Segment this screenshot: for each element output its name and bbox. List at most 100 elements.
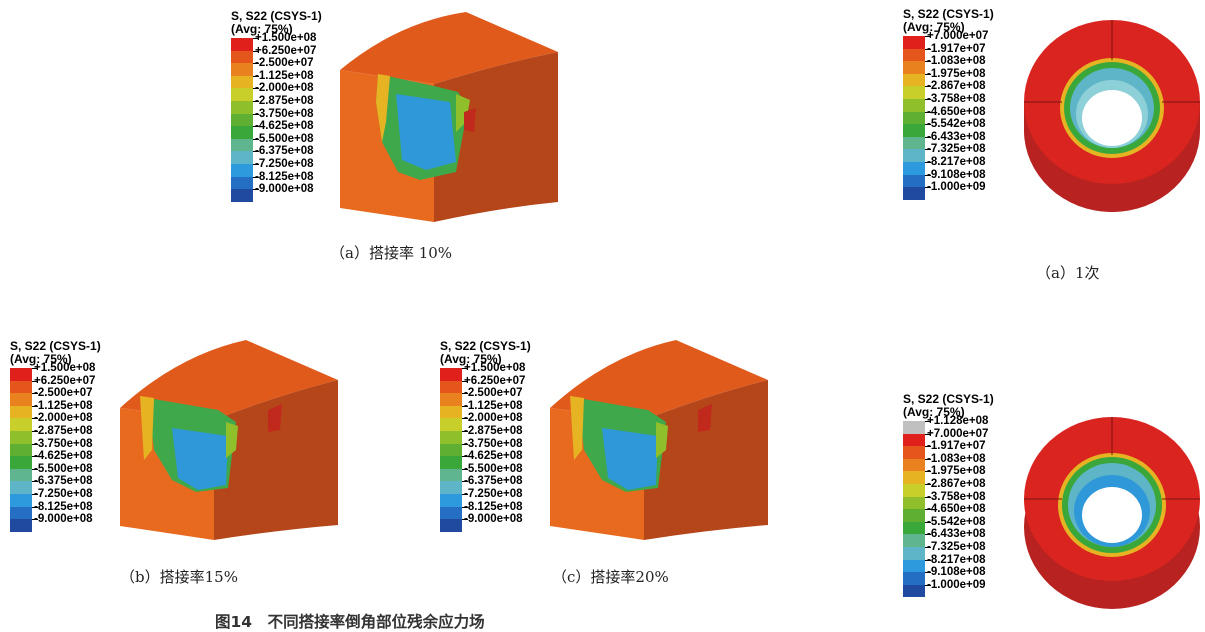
legend-tick xyxy=(32,519,38,521)
legend-row: -2.500e+07 xyxy=(10,387,101,406)
legend-swatch xyxy=(440,430,462,444)
legend-row: -6.375e+08 xyxy=(440,475,531,494)
legend-tick xyxy=(925,509,931,511)
figure-title: 图14 不同搭接率倒角部位残余应力场 xyxy=(215,613,485,631)
legend-swatch xyxy=(903,124,925,137)
legend-value: -2.000e+08 xyxy=(34,412,93,425)
legend-tick xyxy=(925,86,931,88)
legend-row: -5.500e+08 xyxy=(10,463,101,482)
legend-swatch xyxy=(231,163,253,177)
legend-row: -4.650e+08 xyxy=(903,503,994,522)
legend-value: -1.125e+08 xyxy=(464,399,523,412)
legend-swatch xyxy=(231,113,253,127)
legend-swatch xyxy=(903,73,925,87)
legend-swatch xyxy=(903,161,925,175)
legend-row: -3.750e+08 xyxy=(10,438,101,457)
legend-row: -6.375e+08 xyxy=(231,145,322,164)
legend-swatch xyxy=(440,393,462,406)
legend-swatch xyxy=(231,126,253,139)
legend-tick xyxy=(462,393,468,395)
legend-tick xyxy=(32,393,38,395)
legend-value: -7.325e+08 xyxy=(927,540,986,553)
legend-row: -7.250e+08 xyxy=(231,158,322,177)
legend-swatch xyxy=(231,151,253,164)
legend-row: -9.108e+08 xyxy=(903,566,994,585)
legend-rows: +1.500e+08 +6.250e+07 -2.500e+07 -1.125e+08… xyxy=(10,362,101,532)
legend-value: -9.000e+08 xyxy=(255,183,314,196)
legend-swatch xyxy=(903,546,925,560)
legend-value: -5.500e+08 xyxy=(464,462,523,475)
legend-row: -9.000e+08 xyxy=(10,513,101,532)
legend-tick xyxy=(925,446,931,448)
legend-swatch xyxy=(231,176,253,190)
legend-value: -4.650e+08 xyxy=(927,105,986,118)
legend-value: -1.917e+07 xyxy=(927,42,986,55)
legend-value: -7.250e+08 xyxy=(255,157,314,170)
legend-value: -1.975e+08 xyxy=(927,67,986,80)
sector-model-c xyxy=(550,340,768,540)
legend-row: -5.542e+08 xyxy=(903,118,994,137)
legend-tick xyxy=(253,163,259,165)
legend-swatch xyxy=(440,418,462,431)
legend-row: -7.250e+08 xyxy=(440,488,531,507)
legend-swatch xyxy=(903,36,925,49)
legend-swatch xyxy=(903,421,925,434)
legend-title: S, S22 (CSYS-1) xyxy=(231,9,322,23)
legend-value: -2.500e+07 xyxy=(464,387,523,400)
legend-swatch xyxy=(903,521,925,535)
legend-swatch xyxy=(10,443,32,457)
legend-tick xyxy=(32,481,38,483)
legend-value: -1.975e+08 xyxy=(927,465,986,478)
legend-tick xyxy=(925,458,931,460)
legend-tick xyxy=(32,493,38,495)
legend-value: +7.000e+07 xyxy=(927,30,989,42)
legend-tick xyxy=(925,36,931,37)
legend-tick xyxy=(462,519,468,521)
legend-row: +1.128e+08 xyxy=(903,415,994,434)
legend-value: +1.500e+08 xyxy=(255,32,317,44)
legend-value: +6.250e+07 xyxy=(255,44,317,57)
legend-value: -5.500e+08 xyxy=(34,462,93,475)
legend-tick xyxy=(32,506,38,508)
legend-value: -7.250e+08 xyxy=(34,487,93,500)
legend-tick xyxy=(32,380,38,382)
legend-row: -7.325e+08 xyxy=(903,541,994,560)
legend-tick xyxy=(925,483,931,485)
legend-tick xyxy=(253,138,259,140)
legend-value: -2.875e+08 xyxy=(464,424,523,437)
legend-value: -3.750e+08 xyxy=(34,437,93,450)
legend-tick xyxy=(462,368,468,369)
legend-tick xyxy=(925,48,931,50)
legend-row: -1.917e+07 xyxy=(903,440,994,459)
legend-tick xyxy=(462,405,468,407)
legend-row: -1.125e+08 xyxy=(231,70,322,89)
legend-value: -3.758e+08 xyxy=(927,92,986,105)
legend-tick xyxy=(925,534,931,536)
legend-rows: +1.500e+08 +6.250e+07 -2.500e+07 -1.125e+08… xyxy=(440,362,531,532)
legend-swatch xyxy=(903,174,925,188)
caption-b: （b）搭接率15% xyxy=(120,568,238,586)
legend-value: -9.000e+08 xyxy=(464,513,523,526)
legend-title: S, S22 (CSYS-1) xyxy=(440,339,531,353)
legend-swatch xyxy=(440,456,462,469)
legend-value: -5.542e+08 xyxy=(927,515,986,528)
legend-tick xyxy=(462,443,468,445)
legend-row: -9.108e+08 xyxy=(903,169,994,188)
legend-swatch xyxy=(440,481,462,494)
legend-row: -1.000e+09 xyxy=(903,181,994,200)
legend-row: -1.083e+08 xyxy=(903,453,994,472)
legend-row: -5.500e+08 xyxy=(231,133,322,152)
legend-tick xyxy=(925,149,931,151)
legend-tick xyxy=(32,443,38,445)
legend-swatch xyxy=(10,393,32,406)
legend-row: +7.000e+07 xyxy=(903,30,994,49)
legend-swatch xyxy=(10,468,32,482)
legend-value: -1.000e+09 xyxy=(927,578,986,591)
legend-value: -7.250e+08 xyxy=(464,487,523,500)
legend-value: -2.000e+08 xyxy=(464,412,523,425)
legend-value: -3.750e+08 xyxy=(255,107,314,120)
legend-row: -1.975e+08 xyxy=(903,465,994,484)
legend-tick xyxy=(253,75,259,77)
legend-value: +7.000e+07 xyxy=(927,427,989,440)
legend-tick xyxy=(462,468,468,470)
